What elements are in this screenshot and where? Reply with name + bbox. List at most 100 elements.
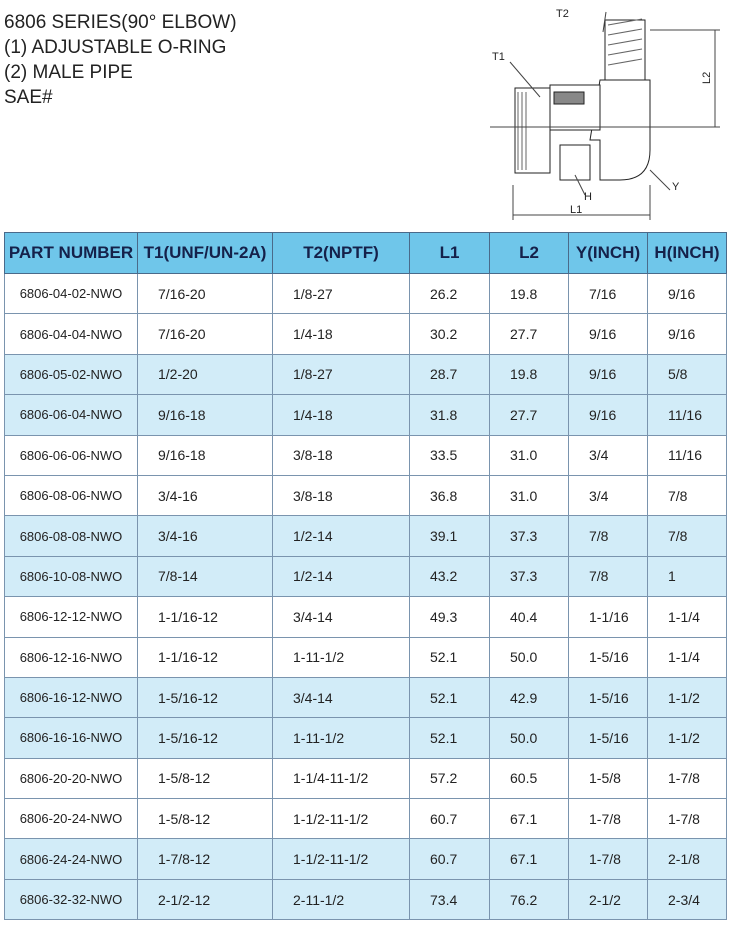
table-cell: 1-11-1/2 bbox=[272, 717, 410, 759]
table-cell: 1-5/16-12 bbox=[137, 676, 273, 719]
table-row: 6806-20-20-NWO 1-5/8-12 1-1/4-11-1/2 57.2 60… bbox=[4, 757, 727, 800]
table-cell: 9/16-18 bbox=[137, 434, 273, 476]
table-cell: 37.3 bbox=[489, 555, 569, 598]
table-cell: 2-1/2 bbox=[568, 878, 648, 921]
table-cell: 67.1 bbox=[489, 798, 569, 840]
table-cell: 60.5 bbox=[489, 757, 569, 800]
table-cell: 30.2 bbox=[409, 313, 490, 355]
table-row: 6806-10-08-NWO 7/8-14 1/2-14 43.2 37.3 7/8 1 bbox=[4, 555, 727, 598]
elbow-body bbox=[589, 79, 651, 181]
column-header: L1 bbox=[409, 232, 490, 274]
table-cell: 1 bbox=[647, 555, 727, 598]
table-cell: 1/4-18 bbox=[272, 394, 410, 436]
header-line: SAE# bbox=[4, 87, 53, 108]
header-line: (2) MALE PIPE bbox=[4, 62, 133, 83]
table-cell: 1-1/16-12 bbox=[137, 596, 273, 638]
table-cell: 73.4 bbox=[409, 878, 490, 921]
table-cell: 28.7 bbox=[409, 353, 490, 396]
table-cell: 1-5/8-12 bbox=[137, 757, 273, 800]
table-cell: 1/8-27 bbox=[272, 353, 410, 396]
table-cell: 7/8-14 bbox=[137, 555, 273, 598]
column-header: T1(UNF/UN-2A) bbox=[137, 232, 273, 274]
table-cell: 67.1 bbox=[489, 838, 569, 880]
header-row: PART NUMBER T1(UNF/UN-2A) T2(NPTF) L1 L2 Y(IN… bbox=[4, 232, 727, 274]
table-cell: 52.1 bbox=[409, 717, 490, 759]
table-cell: 7/8 bbox=[647, 474, 727, 517]
table-cell: 3/4-16 bbox=[137, 474, 273, 517]
table-row: 6806-08-06-NWO 3/4-16 3/8-18 36.8 31.0 3/4 7/8 bbox=[4, 474, 727, 517]
table-cell: 1-7/8 bbox=[568, 798, 648, 840]
table-cell: 9/16 bbox=[647, 313, 727, 355]
diagram-label: T1 bbox=[492, 51, 505, 63]
table-cell: 6806-05-02-NWO bbox=[4, 353, 138, 396]
table-body: 6806-04-02-NWO 7/16-20 1/8-27 26.2 19.8 7/16 9… bbox=[4, 272, 727, 921]
table-cell: 1-1/2 bbox=[647, 676, 727, 719]
table-cell: 1/8-27 bbox=[272, 272, 410, 315]
table-cell: 57.2 bbox=[409, 757, 490, 800]
spec-table: PART NUMBER T1(UNF/UN-2A) T2(NPTF) L1 L2 Y(IN… bbox=[4, 232, 727, 921]
table-cell: 11/16 bbox=[647, 394, 727, 436]
table-cell: 1-5/8-12 bbox=[137, 798, 273, 840]
table-cell: 1-1/2 bbox=[647, 717, 727, 759]
table-cell: 11/16 bbox=[647, 434, 727, 476]
table-cell: 6806-12-12-NWO bbox=[4, 596, 138, 638]
table-row: 6806-32-32-NWO 2-1/2-12 2-11-1/2 73.4 76.2 2-… bbox=[4, 878, 727, 921]
table-cell: 50.0 bbox=[489, 717, 569, 759]
table-cell: 3/4 bbox=[568, 474, 648, 517]
table-row: 6806-24-24-NWO 1-7/8-12 1-1/2-11-1/2 60.7 67… bbox=[4, 838, 727, 880]
table-row: 6806-16-12-NWO 1-5/16-12 3/4-14 52.1 42.9 1-5… bbox=[4, 676, 727, 719]
table-cell: 6806-24-24-NWO bbox=[4, 838, 138, 880]
table-row: 6806-04-02-NWO 7/16-20 1/8-27 26.2 19.8 7/16 9… bbox=[4, 272, 727, 315]
table-cell: 1-7/8 bbox=[647, 757, 727, 800]
table-cell: 1-7/8 bbox=[647, 798, 727, 840]
header-line: 6806 SERIES(90° ELBOW) bbox=[4, 12, 237, 33]
table-cell: 37.3 bbox=[489, 515, 569, 557]
table-cell: 27.7 bbox=[489, 394, 569, 436]
table-cell: 19.8 bbox=[489, 353, 569, 396]
column-header: T2(NPTF) bbox=[272, 232, 410, 274]
diagram-label: L1 bbox=[570, 204, 582, 216]
diagram-label: H bbox=[584, 191, 592, 203]
table-cell: 1-5/16 bbox=[568, 717, 648, 759]
table-cell: 6806-20-24-NWO bbox=[4, 798, 138, 840]
table-cell: 39.1 bbox=[409, 515, 490, 557]
table-cell: 7/8 bbox=[568, 515, 648, 557]
table-cell: 1-5/8 bbox=[568, 757, 648, 800]
table-cell: 7/16 bbox=[568, 272, 648, 315]
table-cell: 27.7 bbox=[489, 313, 569, 355]
table-cell: 1/2-20 bbox=[137, 353, 273, 396]
table-row: 6806-06-04-NWO 9/16-18 1/4-18 31.8 27.7 9/16 1… bbox=[4, 394, 727, 436]
table-cell: 19.8 bbox=[489, 272, 569, 315]
table-row: 6806-16-16-NWO 1-5/16-12 1-11-1/2 52.1 50.0 1… bbox=[4, 717, 727, 759]
column-header: H(INCH) bbox=[647, 232, 727, 274]
table-cell: 7/8 bbox=[647, 515, 727, 557]
hex bbox=[559, 144, 591, 181]
table-row: 6806-05-02-NWO 1/2-20 1/8-27 28.7 19.8 9/16 5/… bbox=[4, 353, 727, 396]
table-cell: 6806-04-02-NWO bbox=[4, 272, 138, 315]
table-cell: 1-1/16 bbox=[568, 596, 648, 638]
table-cell: 3/4-14 bbox=[272, 676, 410, 719]
table-cell: 7/16-20 bbox=[137, 313, 273, 355]
table-cell: 42.9 bbox=[489, 676, 569, 719]
o-ring bbox=[553, 91, 585, 105]
port-end bbox=[514, 87, 551, 174]
column-header: L2 bbox=[489, 232, 569, 274]
table-cell: 40.4 bbox=[489, 596, 569, 638]
table-cell: 3/4-14 bbox=[272, 596, 410, 638]
table-cell: 1-1/16-12 bbox=[137, 636, 273, 678]
table-cell: 3/4 bbox=[568, 434, 648, 476]
table-cell: 7/16-20 bbox=[137, 272, 273, 315]
column-header: Y(INCH) bbox=[568, 232, 648, 274]
table-row: 6806-08-08-NWO 3/4-16 1/2-14 39.1 37.3 7/8 7/8 bbox=[4, 515, 727, 557]
table-cell: 2-1/2-12 bbox=[137, 878, 273, 921]
diagram-label: L2 bbox=[701, 72, 713, 84]
leader-lines bbox=[509, 11, 671, 196]
table-row: 6806-04-04-NWO 7/16-20 1/4-18 30.2 27.7 9/16 9… bbox=[4, 313, 727, 355]
table-cell: 3/8-18 bbox=[272, 434, 410, 476]
table-cell: 1-1/4 bbox=[647, 596, 727, 638]
table-cell: 1-1/4 bbox=[647, 636, 727, 678]
table-cell: 6806-10-08-NWO bbox=[4, 555, 138, 598]
table-cell: 50.0 bbox=[489, 636, 569, 678]
table-cell: 36.8 bbox=[409, 474, 490, 517]
